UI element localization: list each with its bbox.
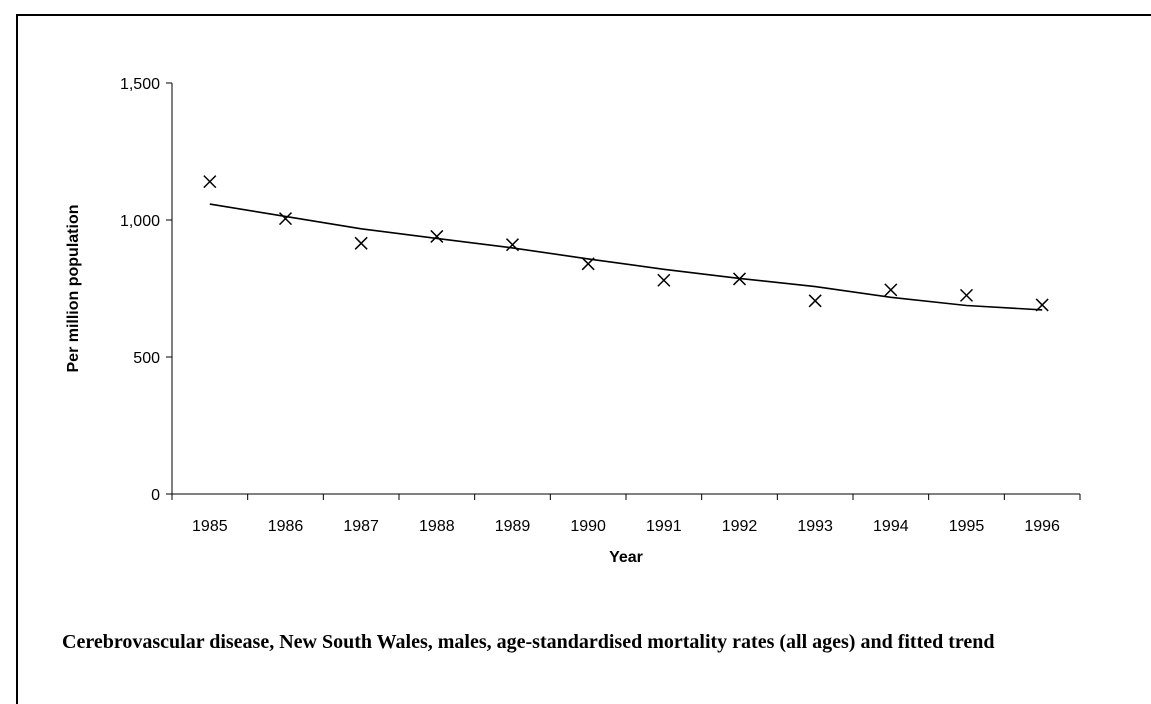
trend-line bbox=[209, 203, 1043, 311]
x-tick-label: 1996 bbox=[1024, 518, 1060, 535]
data-point-marker bbox=[732, 272, 747, 286]
data-point-marker bbox=[959, 288, 974, 302]
y-axis-title: Per million population bbox=[65, 205, 82, 373]
x-tick-label: 1985 bbox=[192, 518, 228, 535]
data-point-marker bbox=[354, 236, 368, 250]
x-tick-label: 1993 bbox=[797, 518, 833, 535]
chart-frame bbox=[16, 14, 1151, 704]
data-point-marker bbox=[278, 212, 293, 226]
data-point-marker bbox=[657, 273, 671, 287]
x-tick-label: 1986 bbox=[268, 518, 304, 535]
data-point-marker bbox=[581, 257, 595, 271]
x-tick-label: 1991 bbox=[646, 518, 682, 535]
y-tick-label: 1,500 bbox=[120, 76, 160, 93]
x-tick-label: 1988 bbox=[419, 518, 455, 535]
data-point-marker bbox=[505, 238, 520, 252]
data-point-marker bbox=[203, 175, 217, 189]
y-tick-label: 500 bbox=[133, 350, 160, 367]
y-tick-label: 0 bbox=[151, 487, 160, 504]
x-tick-label: 1995 bbox=[949, 518, 985, 535]
x-tick-label: 1994 bbox=[873, 518, 909, 535]
data-point-marker bbox=[1035, 298, 1049, 312]
data-point-marker bbox=[808, 294, 822, 308]
x-tick-label: 1989 bbox=[495, 518, 531, 535]
x-tick-label: 1987 bbox=[343, 518, 379, 535]
x-tick-label: 1992 bbox=[722, 518, 758, 535]
x-axis-title: Year bbox=[609, 549, 643, 566]
data-point-marker bbox=[430, 229, 444, 243]
data-point-marker bbox=[884, 283, 898, 297]
chart-caption: Cerebrovascular disease, New South Wales… bbox=[62, 631, 995, 653]
x-tick-label: 1990 bbox=[570, 518, 606, 535]
y-tick-label: 1,000 bbox=[120, 213, 160, 230]
